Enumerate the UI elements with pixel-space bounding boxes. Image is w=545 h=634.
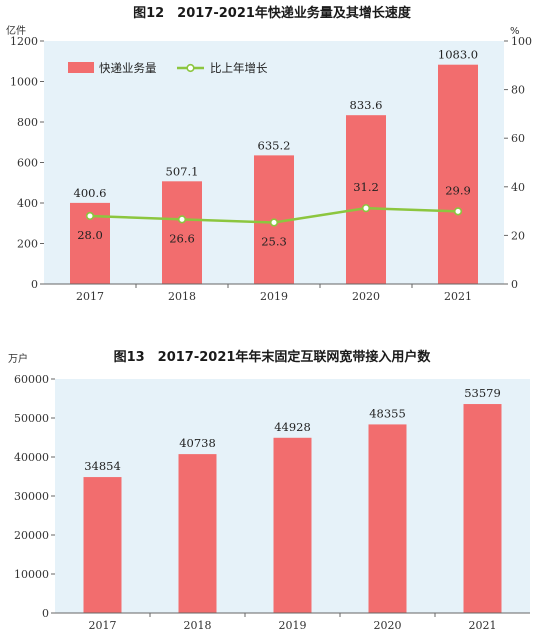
left-axis-tick-label: 600 [17,157,38,170]
growth-point-2020 [361,204,371,213]
left-axis-tick-label: 30000 [14,490,49,503]
growth-point-2019 [269,218,279,227]
chart-13: 图13 2017-2021年年末固定互联网宽带接入用户数 万户 0 10000 20… [8,349,530,632]
left-axis-tick-label: 0 [42,607,49,620]
left-axis-tick-label: 20000 [14,529,49,542]
bar-broadband-2018 [178,454,217,613]
bar-label-broadband-2020: 48355 [369,406,406,420]
chart-13-x-ticks: 2017 2018 2019 2020 2021 [89,613,497,632]
legend-label-growth: 比上年增长 [210,61,268,75]
x-tick-label-2021: 2021 [469,619,497,632]
legend-marker-growth [186,63,195,73]
bar-label-volume-2021: 1083.0 [438,48,478,62]
right-axis-tick-label: 60 [511,132,525,145]
chart-12-title: 图12 2017-2021年快递业务量及其增长速度 [133,5,412,21]
bar-label-volume-2019: 635.2 [258,138,291,152]
left-axis-tick-label: 10000 [14,568,49,581]
x-tick-label-2017: 2017 [76,290,104,303]
growth-label-2019: 25.3 [261,235,287,249]
chart-12-left-axis: 0 200 400 600 800 1000 1200 [10,35,44,291]
bar-label-volume-2020: 833.6 [350,98,383,112]
chart-12-left-unit: 亿件 [6,24,26,37]
x-tick-label-2017: 2017 [89,619,117,632]
left-axis-tick-label: 0 [31,278,38,291]
left-axis-tick-label: 1000 [10,76,38,89]
chart-12-bars [70,64,478,284]
growth-label-2020: 31.2 [353,180,379,194]
chart-12-right-unit: % [510,26,520,37]
bar-label-broadband-2019: 44928 [274,420,311,434]
bar-volume-2021 [438,64,478,284]
bar-label-broadband-2021: 53579 [464,386,501,400]
growth-point-2018 [177,215,187,224]
right-axis-tick-label: 80 [511,84,525,97]
bar-label-volume-2017: 400.6 [74,186,107,200]
right-axis-tick-label: 40 [511,181,525,194]
growth-label-2021: 29.9 [445,183,471,197]
right-axis-tick-label: 0 [511,278,518,291]
chart-13-left-unit: 万户 [8,352,28,365]
right-axis-tick-label: 100 [511,35,532,48]
chart-12-x-ticks: 2017 2018 2019 2020 2021 [76,284,472,303]
left-axis-tick-label: 60000 [14,373,49,386]
growth-point-2017 [85,211,95,221]
chart-13-title: 图13 2017-2021年年末固定互联网宽带接入用户数 [114,349,432,365]
bar-volume-2020 [346,115,386,284]
growth-label-2017: 28.0 [77,228,103,242]
x-tick-label-2021: 2021 [444,290,472,303]
chart-12-legend: 快递业务量 比上年增长 [68,61,268,75]
x-tick-label-2020: 2020 [374,619,402,632]
x-tick-label-2020: 2020 [352,290,380,303]
left-axis-tick-label: 1200 [10,35,38,48]
bar-broadband-2019 [273,437,312,613]
growth-label-2018: 26.6 [169,231,195,245]
x-tick-label-2018: 2018 [168,290,196,303]
legend-swatch-volume [68,62,94,73]
bar-label-broadband-2017: 34854 [84,459,121,473]
x-tick-label-2019: 2019 [279,619,307,632]
bar-broadband-2017 [83,477,122,613]
chart-13-bars [83,404,502,613]
left-axis-tick-label: 40000 [14,451,49,464]
chart-12-bar-labels: 400.6 507.1 635.2 833.6 1083.0 [74,48,479,200]
left-axis-tick-label: 800 [17,116,38,129]
chart-12: 图12 2017-2021年快递业务量及其增长速度 亿件 % 020040060… [6,5,532,303]
bar-label-volume-2018: 507.1 [166,164,199,178]
chart-13-left-axis: 0 10000 20000 30000 40000 50000 60000 [14,373,55,620]
bar-broadband-2021 [463,404,502,613]
legend-label-volume: 快递业务量 [99,61,157,75]
bar-volume-2018 [162,181,202,284]
left-axis-tick-label: 50000 [14,412,49,425]
chart-12-growth-line [85,204,463,227]
bar-label-broadband-2018: 40738 [179,436,216,450]
chart-13-bar-labels: 34854 40738 44928 48355 53579 [84,386,501,473]
growth-point-2021 [453,207,463,216]
chart-12-right-axis: 0 20 40 60 80 100 [504,35,532,291]
x-tick-label-2019: 2019 [260,290,288,303]
bar-broadband-2020 [368,424,407,613]
right-axis-tick-label: 20 [511,229,525,242]
x-tick-label-2018: 2018 [184,619,212,632]
left-axis-tick-label: 400 [17,197,38,210]
chart-12-growth-labels: 28.0 26.6 25.3 31.2 29.9 [77,180,471,248]
left-axis-tick-label: 200 [17,238,38,251]
